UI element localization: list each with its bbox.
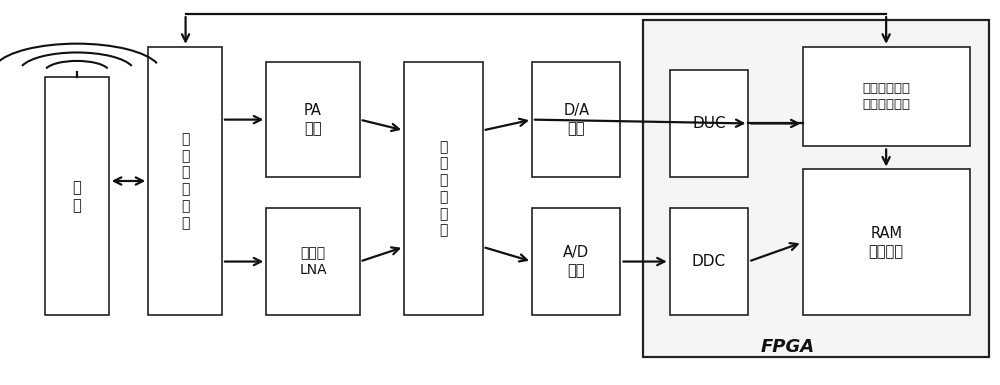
FancyBboxPatch shape — [670, 70, 748, 177]
Text: 一帧信号存储
转发控制逻辑: 一帧信号存储 转发控制逻辑 — [862, 82, 910, 111]
Text: RAM
存储单元: RAM 存储单元 — [869, 226, 904, 259]
Text: PA
功放: PA 功放 — [304, 103, 322, 136]
FancyBboxPatch shape — [532, 62, 620, 177]
FancyBboxPatch shape — [803, 169, 970, 315]
FancyBboxPatch shape — [670, 208, 748, 315]
Text: D/A
转换: D/A 转换 — [563, 103, 589, 136]
Text: 收
发
倒
换
开
关: 收 发 倒 换 开 关 — [181, 132, 189, 230]
FancyBboxPatch shape — [404, 62, 483, 315]
Text: DUC: DUC — [692, 116, 726, 131]
Text: 低噪放
LNA: 低噪放 LNA — [299, 246, 327, 277]
Text: 模
拟
混
频
模
块: 模 拟 混 频 模 块 — [439, 140, 448, 238]
FancyBboxPatch shape — [148, 47, 222, 315]
FancyBboxPatch shape — [803, 47, 970, 146]
FancyBboxPatch shape — [266, 208, 360, 315]
FancyBboxPatch shape — [643, 20, 989, 357]
FancyBboxPatch shape — [266, 62, 360, 177]
Text: FPGA: FPGA — [761, 338, 815, 355]
Text: DDC: DDC — [692, 254, 726, 269]
Text: 天
线: 天 线 — [72, 180, 81, 213]
FancyBboxPatch shape — [45, 77, 109, 315]
Text: A/D
转换: A/D 转换 — [563, 245, 589, 278]
FancyBboxPatch shape — [532, 208, 620, 315]
